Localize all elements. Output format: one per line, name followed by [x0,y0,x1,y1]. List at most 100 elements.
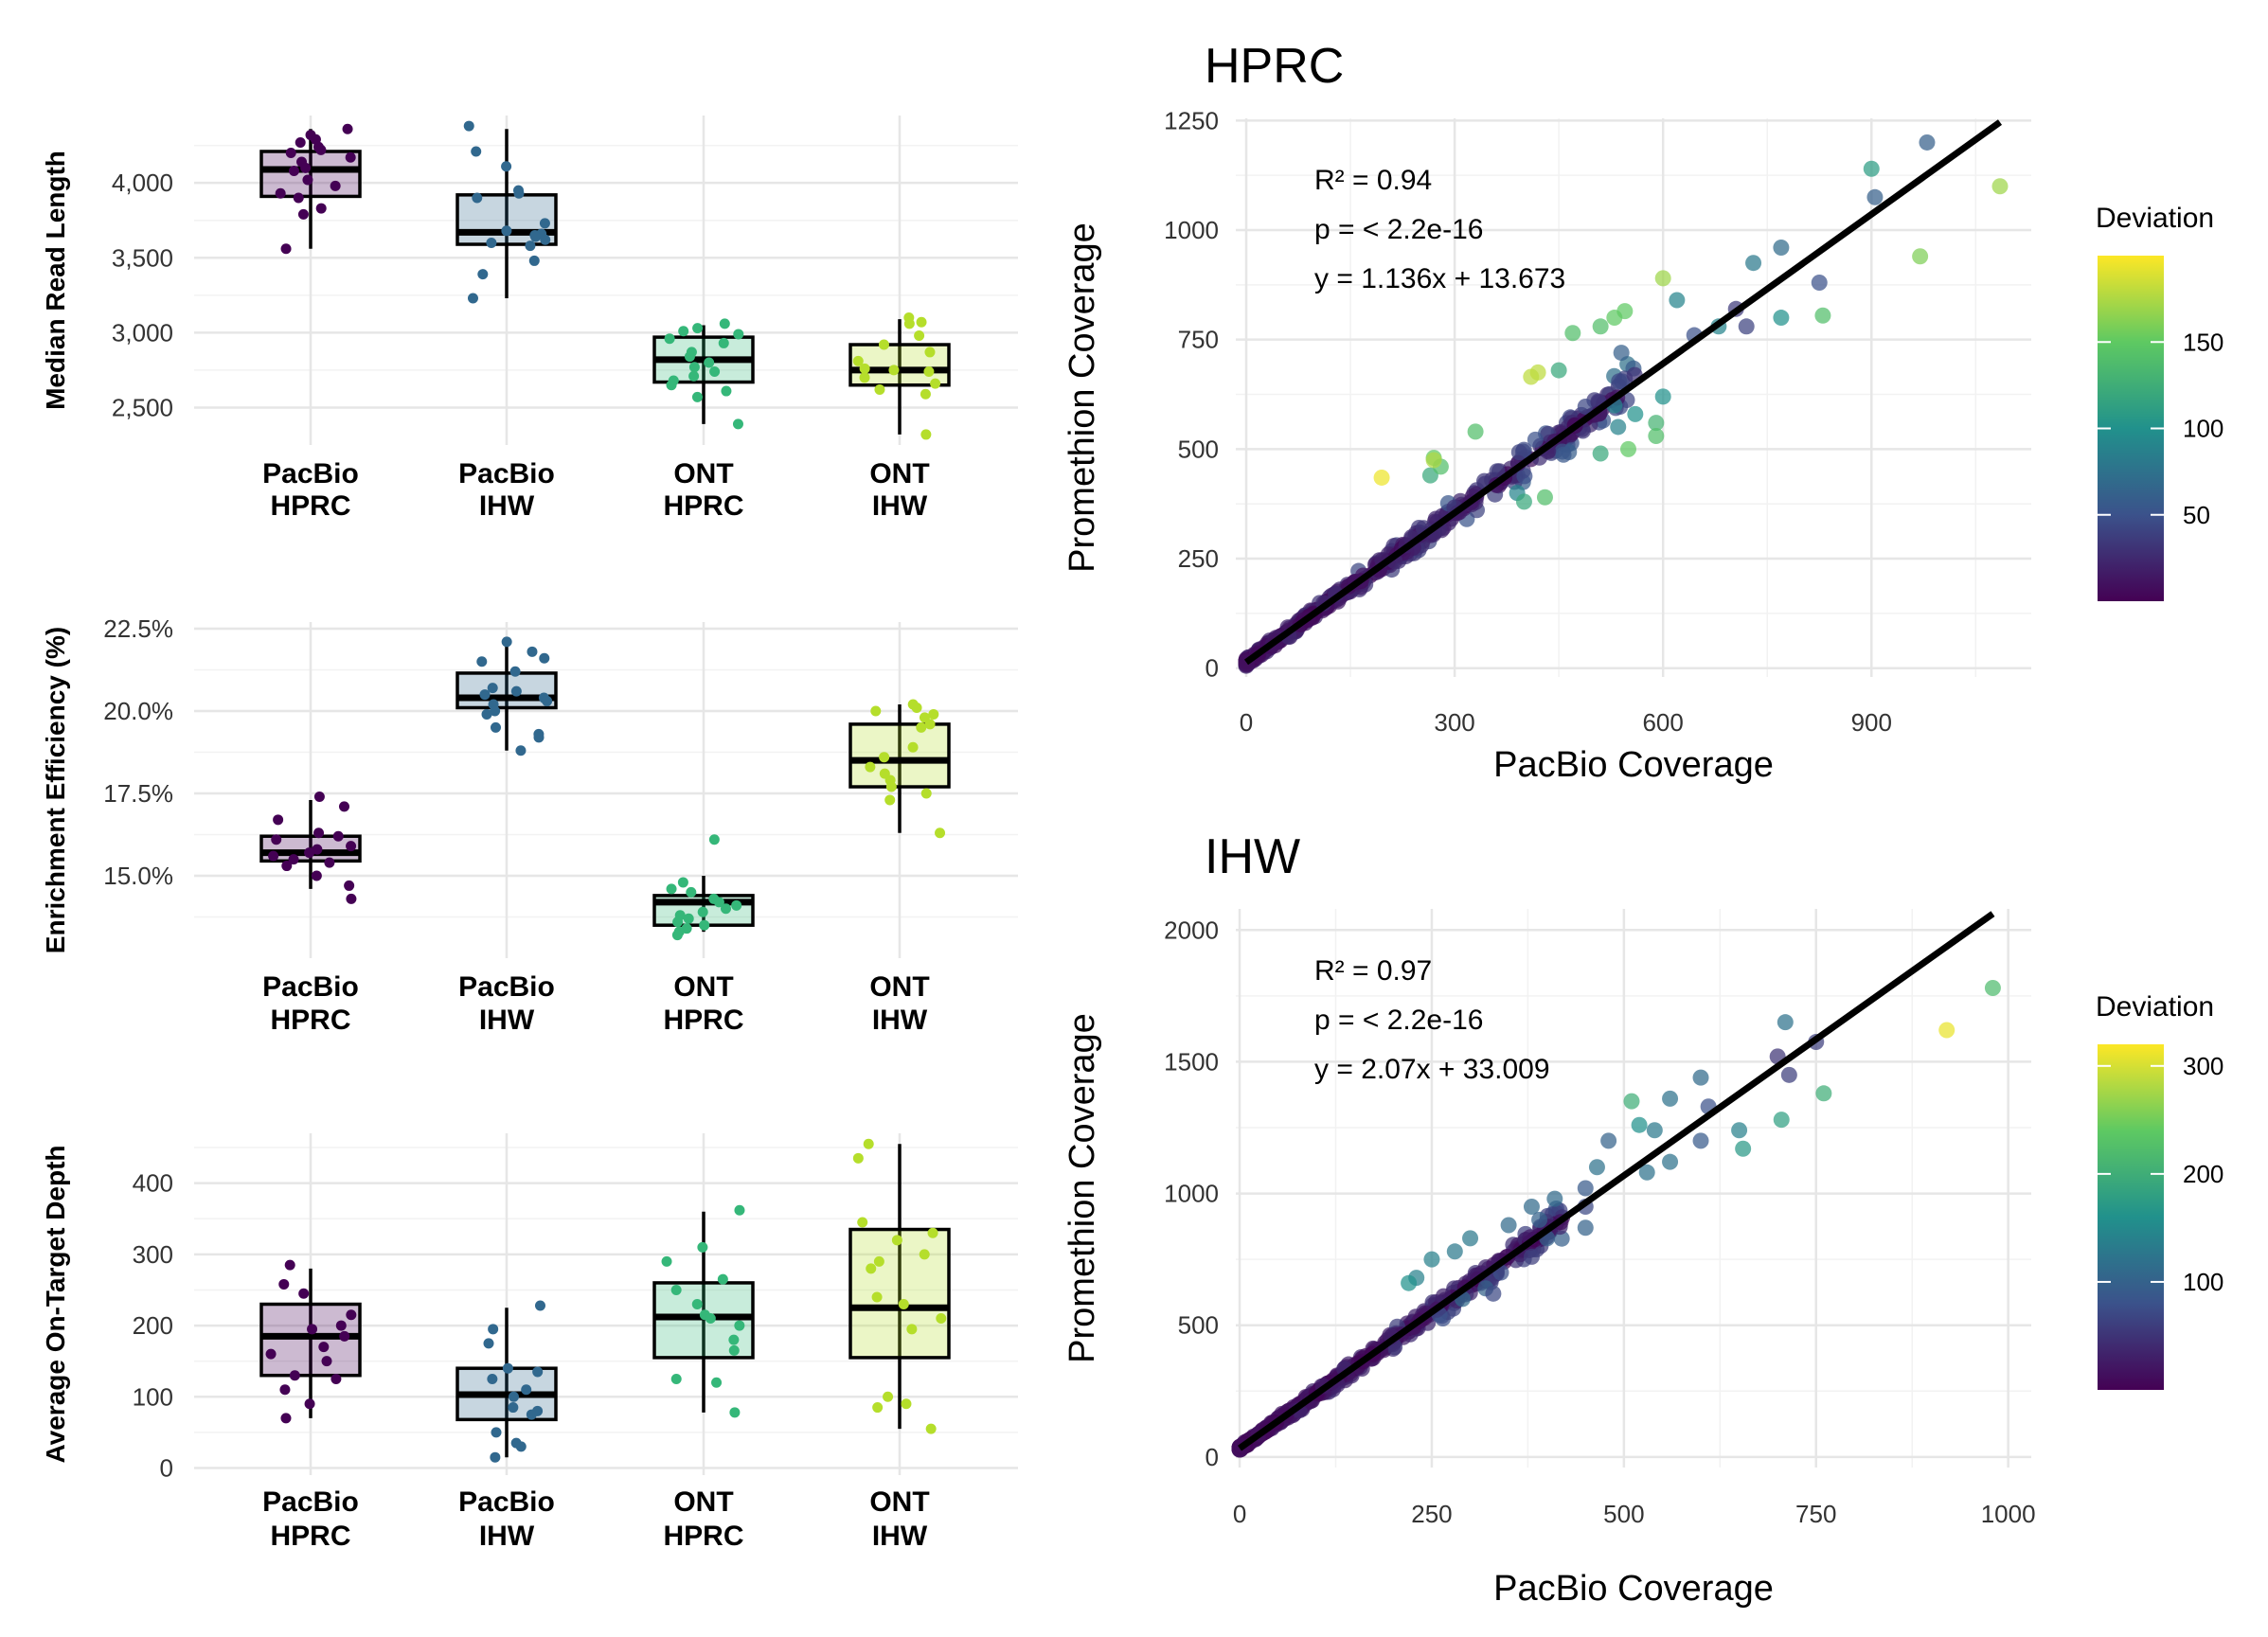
colorbar-legend: Deviation 50 100 150 [2096,203,2223,601]
data-point [1523,1248,1540,1265]
y-axis-label: Promethion Coverage [1063,222,1102,573]
data-point [521,1384,532,1396]
y-tick-label: 3,500 [112,243,173,272]
data-point [285,148,296,159]
data-point [293,192,304,204]
data-point [935,827,946,839]
data-point [885,781,897,792]
y-tick-label: 0 [160,1453,173,1482]
data-point [1600,1132,1617,1149]
data-point [1646,1122,1663,1139]
data-point [532,1366,544,1378]
data-point [280,243,292,255]
data-point [1462,1230,1479,1247]
data-point [483,1338,494,1349]
data-point [719,318,730,329]
y-tick-label: 400 [133,1169,173,1198]
data-point [1777,1014,1794,1031]
data-point [670,1373,682,1384]
data-point [304,847,315,859]
box [848,1227,951,1360]
data-point [1745,255,1762,272]
data-point [1692,1132,1709,1149]
data-point [1550,362,1567,379]
data-point [691,1299,703,1309]
data-point [928,708,939,720]
x-tick-label: 0 [1233,1500,1246,1528]
data-point [1611,373,1628,390]
data-point [490,1451,501,1463]
data-point [1613,345,1630,362]
data-point [923,365,935,377]
legend-tick-label: 50 [2183,501,2210,529]
data-point [300,162,312,173]
data-point [1738,318,1755,335]
legend-tick-label: 150 [2183,328,2223,356]
data-point [1515,493,1532,510]
data-point [280,1413,292,1424]
data-point [852,1152,864,1164]
data-point [1648,415,1665,432]
data-point [924,719,936,730]
data-point [1773,240,1790,257]
data-point [472,192,483,204]
x-tick-label: IHW [872,490,928,522]
y-tick-label: 4,000 [112,169,173,197]
data-point [1510,444,1527,461]
legend-tick-label: 300 [2183,1052,2223,1080]
data-point [509,666,521,677]
data-point [284,1259,295,1271]
data-point [526,1409,537,1420]
data-point [688,370,700,382]
data-point [898,1299,909,1309]
data-point [916,721,927,733]
data-point [705,1313,716,1325]
data-point [539,218,550,229]
box [455,671,558,710]
data-point [871,1291,883,1303]
data-point [666,883,677,895]
data-point [476,656,488,667]
data-point [872,1402,884,1414]
data-point [288,166,299,177]
y-axis-label: Promethion Coverage [1063,1013,1102,1363]
data-point [901,1398,912,1410]
legend-tick-label: 100 [2183,1268,2223,1296]
data-point [1588,1159,1605,1176]
data-point [1523,1198,1540,1215]
data-point [313,791,325,802]
boxplot-panel: 15.0% 17.5% 20.0% 22.5% Enrichment Efficienc… [41,614,1018,1036]
data-point [477,269,489,280]
data-point [540,234,551,245]
y-tick-label: 200 [133,1311,173,1340]
data-point [508,1402,519,1414]
x-axis-label: PacBio Coverage [1493,745,1774,785]
x-tick-label: ONT [673,1486,733,1518]
data-point [708,834,720,845]
y-axis-label: Enrichment Efficiency (%) [41,627,70,953]
data-point [346,893,357,904]
x-tick-label: PacBio [262,971,359,1003]
x-tick-label: PacBio [262,458,359,489]
scatter-panel: 0 250 500 750 1000 0 500 1000 1500 2000 R² = 0.97 p… [1063,829,2223,1609]
x-tick-label: IHW [479,1521,535,1552]
data-point [1919,133,1936,151]
data-point [515,1441,527,1452]
y-tick-label: 1000 [1164,216,1219,244]
x-tick-label: IHW [479,490,535,522]
data-point [298,1288,310,1299]
data-point [1500,1217,1517,1234]
data-point [1654,388,1671,405]
data-point [661,1255,672,1267]
data-point [865,761,876,773]
data-point [1669,292,1686,309]
data-point [666,380,677,391]
x-tick-label: 750 [1795,1500,1836,1528]
data-point [732,418,743,430]
data-point [530,231,542,242]
x-tick-label: PacBio [458,1486,555,1518]
data-point [903,318,915,329]
scatter-panel: 0 300 600 900 0 250 500 750 1000 1250 R² = 0.94 p =… [1063,39,2223,785]
data-point [704,357,715,368]
